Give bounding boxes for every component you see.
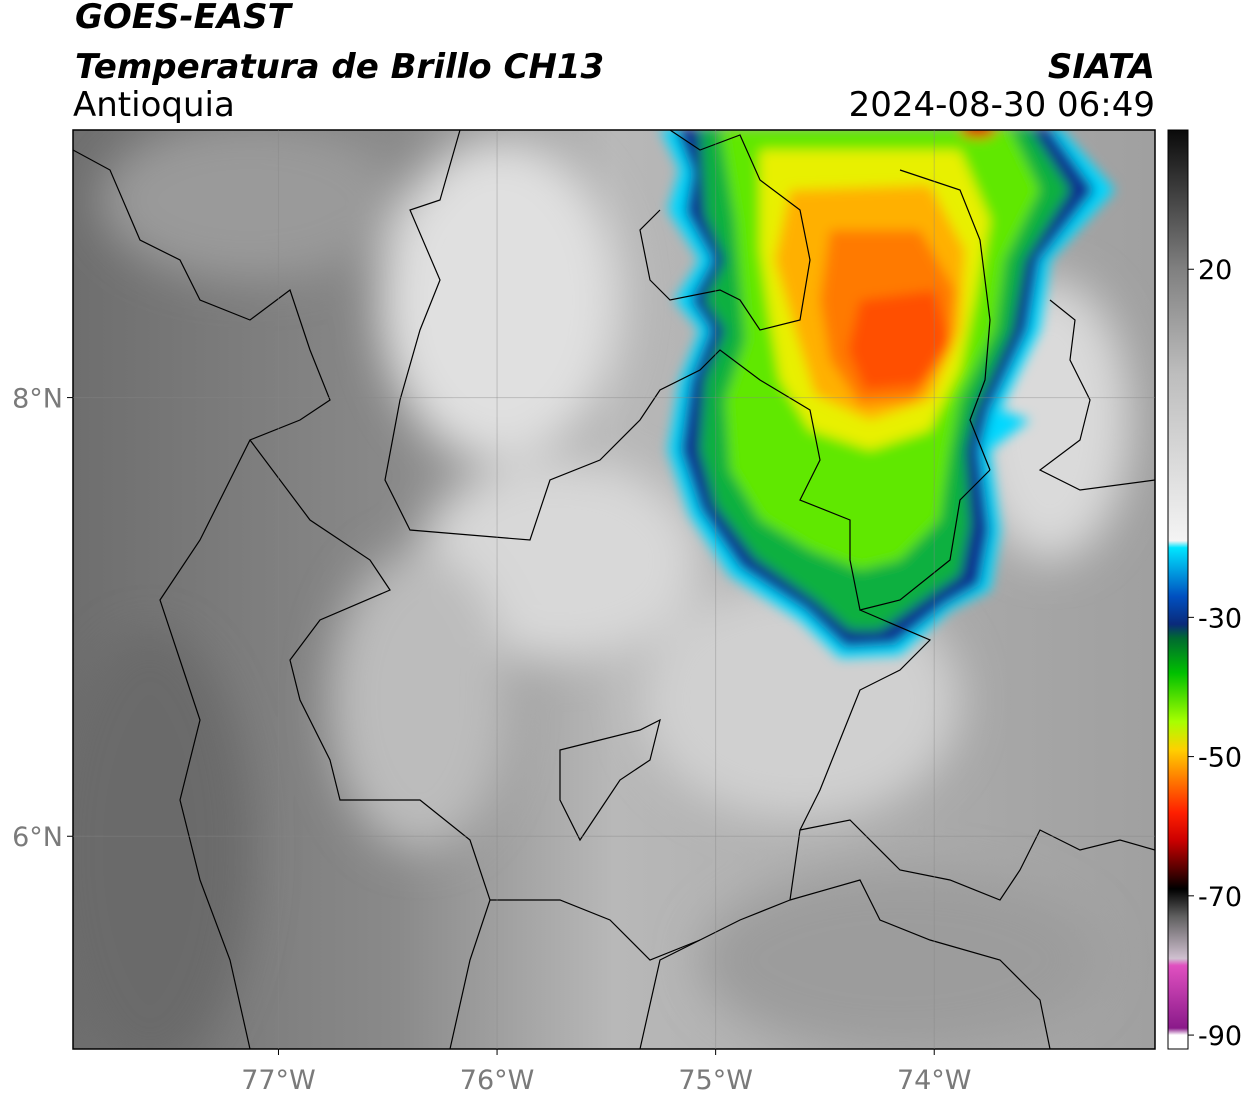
boundaries bbox=[73, 130, 1155, 1049]
x-tick-label: 76°W bbox=[460, 1065, 535, 1096]
map-ticks: 77°W 76°W 75°W 74°W 8°N 6°N bbox=[12, 130, 1155, 1096]
colorbar-tick-label: -90 bbox=[1198, 1021, 1242, 1052]
source: SIATA bbox=[1048, 47, 1155, 87]
subtitle: Temperatura de Brillo CH13 bbox=[75, 47, 604, 87]
y-tick-label: 8°N bbox=[12, 384, 63, 415]
map bbox=[73, 130, 1155, 1049]
colorbar-tick-label: -70 bbox=[1198, 882, 1242, 913]
colorbar-tick-label: -30 bbox=[1198, 603, 1242, 634]
x-tick-label: 74°W bbox=[897, 1065, 972, 1096]
title: GOES-EAST bbox=[75, 0, 294, 37]
y-tick-label: 6°N bbox=[12, 822, 63, 853]
clouds bbox=[73, 130, 1130, 1049]
storm bbox=[660, 130, 1115, 658]
map-frame bbox=[72, 129, 1156, 1050]
colorbar bbox=[1167, 129, 1189, 1050]
datetime: 2024-08-30 06:49 bbox=[849, 85, 1155, 125]
x-tick-label: 77°W bbox=[241, 1065, 316, 1096]
region: Antioquia bbox=[73, 85, 235, 125]
colorbar-tick-label: -50 bbox=[1198, 743, 1242, 774]
x-tick-label: 75°W bbox=[678, 1065, 753, 1096]
colorbar-tick-label: 20 bbox=[1198, 255, 1232, 286]
